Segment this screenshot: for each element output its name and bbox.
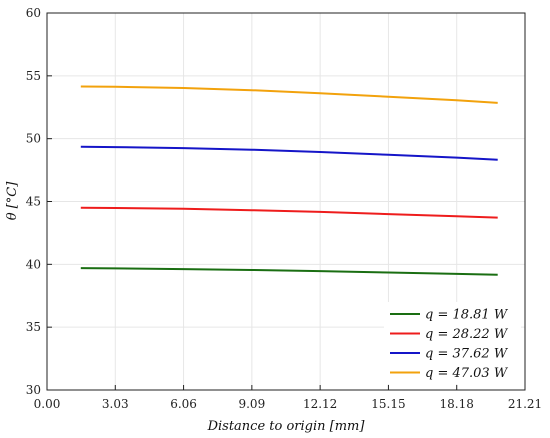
x-tick-label: 21.21 bbox=[508, 397, 542, 411]
y-tick-label: 35 bbox=[26, 320, 41, 334]
series-line-2 bbox=[80, 206, 498, 219]
y-tick-label: 55 bbox=[26, 69, 41, 83]
legend: q = 18.81 W q = 28.22 W q = 37.62 W q = 47.… bbox=[384, 302, 521, 384]
series-line-4 bbox=[80, 85, 498, 104]
x-tick-label: 3.03 bbox=[102, 397, 129, 411]
x-tick-label: 15.15 bbox=[371, 397, 405, 411]
x-tick-label: 12.12 bbox=[303, 397, 337, 411]
series-line-3 bbox=[80, 145, 498, 161]
y-tick-label: 40 bbox=[26, 257, 41, 271]
series-layer bbox=[80, 85, 498, 276]
x-axis-label: Distance to origin [mm] bbox=[207, 419, 366, 434]
x-tick-label: 6.06 bbox=[170, 397, 197, 411]
y-tick-label: 50 bbox=[26, 132, 41, 146]
legend-label-3: q = 37.62 W bbox=[425, 347, 509, 362]
y-tick-label: 30 bbox=[26, 383, 41, 397]
legend-box bbox=[384, 302, 521, 384]
x-tick-label: 0.00 bbox=[34, 397, 61, 411]
x-tick-label: 18.18 bbox=[440, 397, 474, 411]
ticks: 0.00 3.03 6.06 9.09 12.12 15.15 18.18 21.21 30 35… bbox=[26, 6, 542, 411]
x-tick-label: 9.09 bbox=[238, 397, 265, 411]
y-tick-label: 45 bbox=[26, 195, 41, 209]
legend-label-2: q = 28.22 W bbox=[425, 327, 509, 342]
y-axis-label: θ [°C] bbox=[5, 181, 20, 220]
legend-label-1: q = 18.81 W bbox=[425, 308, 509, 323]
y-tick-label: 60 bbox=[26, 6, 41, 20]
legend-label-4: q = 47.03 W bbox=[425, 366, 509, 381]
series-line-1 bbox=[80, 267, 498, 276]
